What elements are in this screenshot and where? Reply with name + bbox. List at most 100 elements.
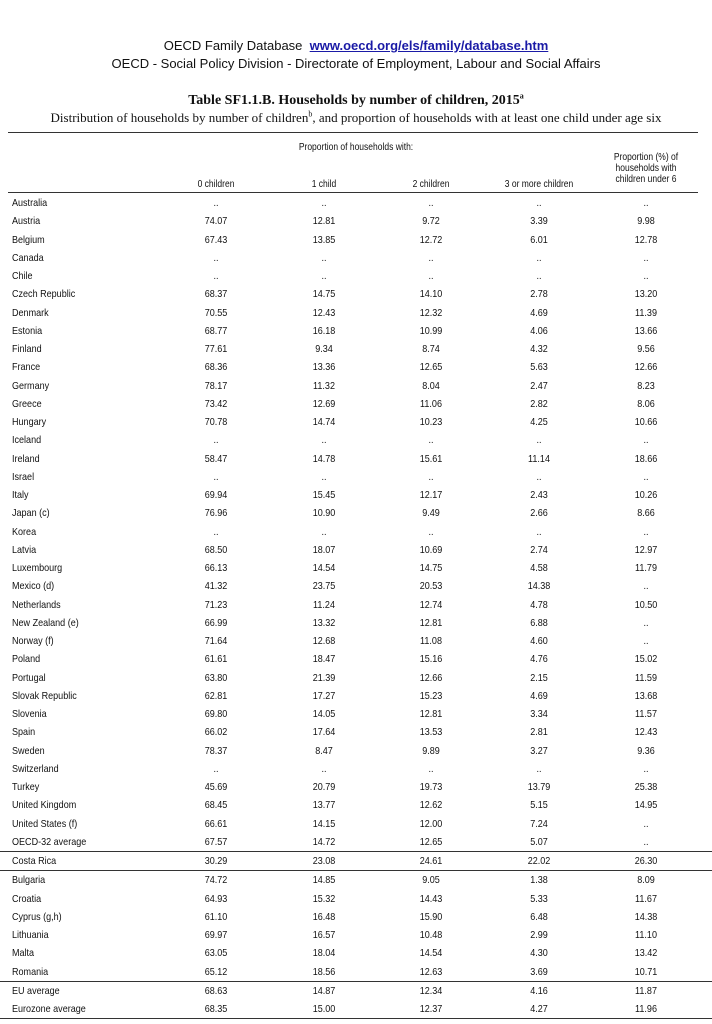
zero-children-cell: 69.80	[204, 708, 228, 720]
zero-children-cell: 70.55	[204, 306, 228, 319]
three-plus-children-cell: 4.06	[530, 324, 548, 337]
title-footnote-marker: a	[519, 91, 524, 101]
three-plus-children-cell: ..	[536, 251, 542, 264]
two-children-cell: 14.10	[419, 288, 443, 301]
division-line: OECD - Social Policy Division - Director…	[111, 56, 601, 71]
one-child-cell: 14.05	[312, 708, 336, 720]
one-child-cell: 23.08	[312, 855, 336, 867]
under-six-cell: 11.67	[635, 892, 657, 905]
country-cell: Switzerland	[12, 762, 59, 775]
three-plus-children-cell: 2.15	[530, 671, 548, 684]
zero-children-cell: 77.61	[204, 343, 228, 355]
country-cell: Turkey	[12, 781, 40, 793]
one-child-cell: 21.39	[312, 671, 336, 684]
one-child-cell: ..	[321, 762, 327, 775]
zero-children-cell: ..	[213, 470, 219, 483]
one-child-cell: 16.48	[312, 910, 336, 923]
one-child-cell: 17.27	[312, 689, 336, 702]
table-row: Czech Republic 68.37 14.75 14.10 2.78 13.20	[0, 285, 712, 303]
zero-children-cell: 30.29	[204, 855, 228, 867]
one-child-cell: 11.24	[313, 598, 335, 611]
two-children-cell: ..	[428, 762, 434, 775]
three-plus-children-cell: ..	[536, 434, 542, 447]
two-children-cell: 8.04	[422, 379, 440, 392]
three-plus-children-cell: 2.82	[530, 397, 548, 410]
three-plus-children-cell: 4.60	[530, 635, 548, 647]
zero-children-cell: ..	[213, 434, 219, 447]
table-row: Cyprus (g,h) 61.10 16.48 15.90 6.48 14.38	[0, 908, 712, 926]
header-bottom-rule	[8, 192, 698, 193]
two-children-cell: 14.54	[419, 947, 443, 960]
two-children-cell: 12.81	[419, 616, 443, 629]
two-children-cell: 15.61	[419, 452, 443, 465]
under-six-cell: 25.38	[634, 781, 658, 793]
table-row: Slovak Republic 62.81 17.27 15.23 4.69 13.68	[0, 687, 712, 705]
under-six-cell: 13.20	[634, 288, 658, 301]
one-child-cell: ..	[321, 470, 327, 483]
two-children-cell: 15.90	[419, 910, 443, 923]
zero-children-cell: 68.36	[204, 361, 228, 374]
country-cell: Ireland	[12, 452, 40, 465]
table-row: United Kingdom 68.45 13.77 12.62 5.15 14.95	[0, 796, 712, 814]
one-child-cell: 12.43	[312, 306, 336, 319]
one-child-cell: 14.87	[312, 984, 336, 997]
country-cell: Chile	[12, 270, 33, 282]
country-cell: Sweden	[12, 744, 45, 757]
two-children-cell: 12.65	[419, 361, 443, 374]
under6-header-line2: households with	[615, 163, 677, 174]
table-row: Netherlands 71.23 11.24 12.74 4.78 10.50	[0, 596, 712, 614]
country-cell: Netherlands	[12, 598, 61, 611]
zero-children-cell: 58.47	[204, 452, 228, 465]
two-children-cell: 12.81	[419, 708, 443, 720]
country-cell: Belgium	[12, 233, 45, 246]
one-child-cell: 18.07	[312, 543, 336, 556]
under-six-cell: ..	[643, 616, 649, 629]
two-children-cell: 12.37	[419, 1003, 443, 1015]
country-cell: Italy	[12, 489, 29, 501]
country-cell: Eurozone average	[12, 1003, 86, 1015]
zero-children-cell: 68.45	[204, 799, 228, 812]
group-header: Proportion of households with:	[298, 142, 414, 153]
zero-children-cell: ..	[213, 525, 219, 538]
database-link[interactable]: www.oecd.org/els/family/database.htm	[309, 38, 549, 53]
one-child-cell: 10.90	[312, 507, 336, 520]
table-row: Norway (f) 71.64 12.68 11.08 4.60..	[0, 632, 712, 650]
country-cell: Iceland	[12, 434, 42, 447]
zero-children-cell: 64.93	[204, 892, 228, 905]
table-row: France 68.36 13.36 12.65 5.63 12.66	[0, 358, 712, 376]
country-cell: Korea	[12, 525, 37, 538]
table-row: Denmark 70.55 12.43 12.32 4.69 11.39	[0, 304, 712, 322]
three-plus-children-cell: ..	[536, 270, 542, 282]
one-child-cell: ..	[321, 525, 327, 538]
table-row: Germany 78.17 11.32 8.04 2.47 8.23	[0, 377, 712, 395]
table-row: Poland 61.61 18.47 15.16 4.76 15.02	[0, 650, 712, 668]
three-plus-children-cell: 4.32	[530, 343, 548, 355]
table-row: Israel..........	[0, 468, 712, 486]
under-six-cell: 10.66	[634, 416, 658, 428]
zero-children-cell: 45.69	[204, 781, 228, 793]
under6-header-line3: children under 6	[615, 174, 677, 185]
table-row: New Zealand (e) 66.99 13.32 12.81 6.88..	[0, 614, 712, 632]
table-row: United States (f) 66.61 14.15 12.00 7.24..	[0, 815, 712, 833]
table-row: Romania 65.12 18.56 12.63 3.69 10.71	[0, 963, 712, 982]
table-row: Eurozone average 68.35 15.00 12.37 4.27 11.96	[0, 1000, 712, 1020]
three-plus-children-cell: 4.25	[530, 416, 548, 428]
two-children-cell: 10.99	[419, 324, 443, 337]
under-six-cell: 13.68	[634, 689, 658, 702]
three-plus-children-cell: 2.99	[530, 929, 548, 941]
under-six-cell: ..	[643, 762, 649, 775]
three-plus-children-cell: 5.33	[530, 892, 548, 905]
three-plus-children-cell: 6.48	[530, 910, 548, 923]
under-six-cell: 26.30	[634, 855, 658, 867]
three-plus-children-cell: 11.14	[528, 452, 550, 465]
table-row: Slovenia 69.80 14.05 12.81 3.34 11.57	[0, 705, 712, 723]
table-row: Croatia 64.93 15.32 14.43 5.33 11.67	[0, 890, 712, 908]
country-cell: United Kingdom	[12, 799, 77, 812]
country-cell: Slovenia	[12, 708, 47, 720]
country-cell: Slovak Republic	[12, 689, 77, 702]
col-header-0-children: 0 children	[197, 179, 235, 190]
under-six-cell: 14.38	[634, 910, 658, 923]
table-row: Latvia 68.50 18.07 10.69 2.74 12.97	[0, 541, 712, 559]
zero-children-cell: 41.32	[204, 580, 228, 593]
one-child-cell: 15.00	[312, 1003, 336, 1015]
